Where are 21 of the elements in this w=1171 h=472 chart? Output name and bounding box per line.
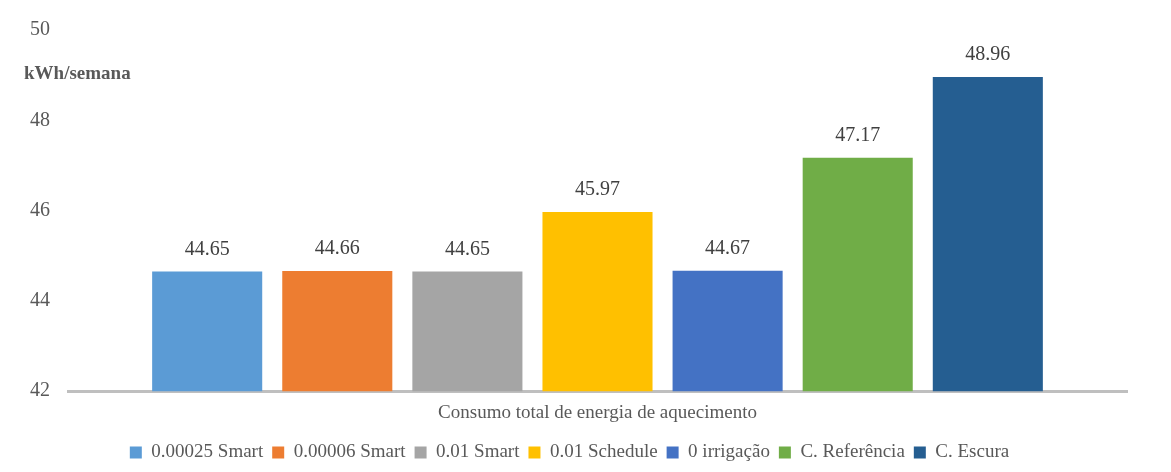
data-label: 44.67 xyxy=(705,235,751,258)
legend-label: 0.01 Smart xyxy=(436,440,521,462)
legend-label: 0.01 Schedule xyxy=(549,440,658,462)
data-label: 44.65 xyxy=(184,236,230,259)
y-tick-label: 48 xyxy=(30,107,50,130)
data-label: 44.66 xyxy=(314,236,360,259)
data-label: 44.65 xyxy=(444,236,490,259)
y-axis-title: kWh/semana xyxy=(24,61,132,83)
y-tick-label: 44 xyxy=(30,288,50,311)
legend-label: C. Escura xyxy=(935,440,1010,462)
y-tick-label: 46 xyxy=(30,197,50,220)
legend-label: 0.00025 Smart xyxy=(151,440,264,462)
x-tick-label: Consumo total de energia de aquecimento xyxy=(438,400,757,422)
legend-label: C. Referência xyxy=(800,440,906,462)
y-tick-label: 42 xyxy=(30,378,50,401)
y-tick-label: 50 xyxy=(30,17,50,40)
data-label: 48.96 xyxy=(965,42,1011,65)
data-label: 47.17 xyxy=(835,123,881,146)
legend-label: 0.00006 Smart xyxy=(293,440,407,462)
legend-label: 0 irrigação xyxy=(688,440,770,462)
data-label: 45.97 xyxy=(575,177,620,200)
